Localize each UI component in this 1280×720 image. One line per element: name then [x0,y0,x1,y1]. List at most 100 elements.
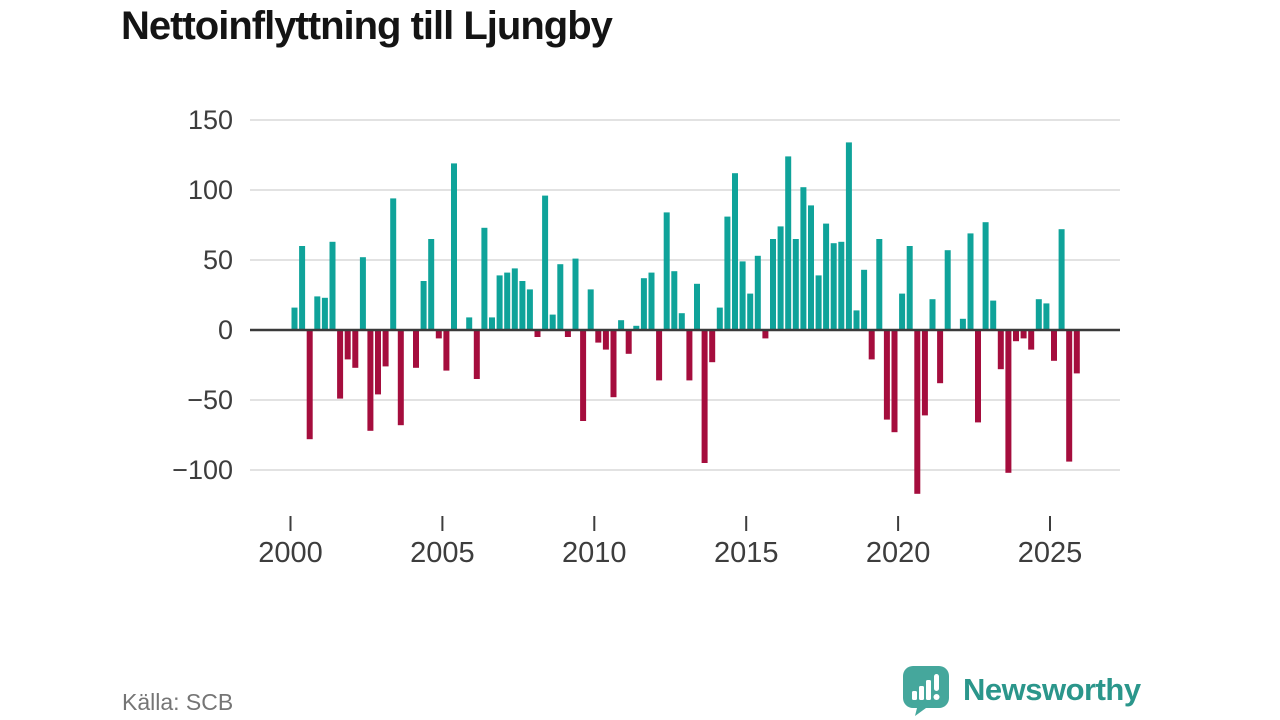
x-axis-label: 2015 [714,537,779,569]
bar [937,330,944,384]
bar [1035,299,1042,330]
bar [496,275,503,330]
bar [375,330,381,395]
bar [321,297,328,330]
bar [883,330,890,420]
logo-bar-1 [912,691,917,700]
bar [610,330,617,398]
bar [716,307,723,330]
bar [1020,330,1027,339]
bar [891,330,898,433]
bar [542,195,549,330]
bar [792,239,799,330]
bar [754,255,761,330]
newsworthy-bubble-icon [903,666,949,716]
bar [428,239,435,330]
bar [291,307,298,330]
bar [595,330,602,343]
y-axis-label: −50 [187,385,233,415]
bar [367,330,374,431]
bar [853,310,860,330]
bar [770,239,776,330]
bar [633,325,640,330]
bar [648,272,655,330]
bar [1058,229,1065,330]
bar [830,243,837,330]
bar [534,330,541,337]
bar [701,330,708,463]
x-axis-label: 2005 [410,537,475,569]
bar [678,313,685,330]
source-caption: Källa: SCB [122,689,234,715]
bar [549,314,556,330]
bar [504,272,511,330]
bar [663,212,670,330]
bar [397,330,404,426]
bar [489,317,495,330]
bar [686,330,693,381]
bar [359,257,366,330]
bar [587,289,594,330]
bar [344,330,351,360]
bar [572,258,579,330]
logo-bar-3 [926,680,931,700]
bar [1028,330,1035,350]
logo-exclamation-stem [934,674,939,691]
x-axis-label: 2020 [866,537,931,569]
bar [747,293,754,330]
bar [382,330,389,367]
bar [914,330,921,494]
bar [762,330,769,339]
bar [390,198,397,330]
bar [314,296,321,330]
bar [299,246,306,330]
bar [519,281,526,330]
bar [602,330,609,350]
bar [413,330,419,368]
bar [481,227,488,330]
y-axis-label: 100 [188,175,233,205]
bar [732,173,738,330]
bar [876,239,883,330]
bar [868,330,875,360]
newsworthy-logo-text: Newsworthy [963,672,1141,707]
bar [656,330,663,381]
bar [808,205,814,330]
bar [435,330,442,339]
bar [975,330,981,423]
bar [443,330,450,371]
bar [815,275,822,330]
bar [785,156,792,330]
y-axis-label: 0 [218,315,233,345]
bar [694,283,700,330]
bar [838,241,845,330]
y-axis-label: 150 [188,105,233,135]
bar [329,241,336,330]
bar [640,278,647,330]
bar [466,317,473,330]
page-title: Nettoinflyttning till Ljungby [121,4,613,48]
bar-chart: 150 100 50 0 −50 −100 2000 2005 2010 2015 2020 2025 [172,105,1120,569]
x-axis-label: 2010 [562,537,627,569]
logo-exclamation-dot [933,694,940,700]
bar [739,261,746,330]
bar [709,330,716,363]
bar [618,320,625,330]
x-axis-label: 2000 [258,537,323,569]
bar [337,330,344,399]
bar [1013,330,1019,342]
bar [306,330,313,440]
bar [959,318,966,330]
bar [997,330,1004,370]
bar [671,271,678,330]
bar [352,330,359,368]
bar [625,330,632,354]
bar [557,264,564,330]
logo-bar-2 [919,686,924,700]
bar [1066,330,1073,462]
bar [861,269,868,330]
newsworthy-logo: Newsworthy [901,664,1141,716]
bar [526,289,533,330]
bar [724,216,731,330]
bar [1051,330,1057,361]
